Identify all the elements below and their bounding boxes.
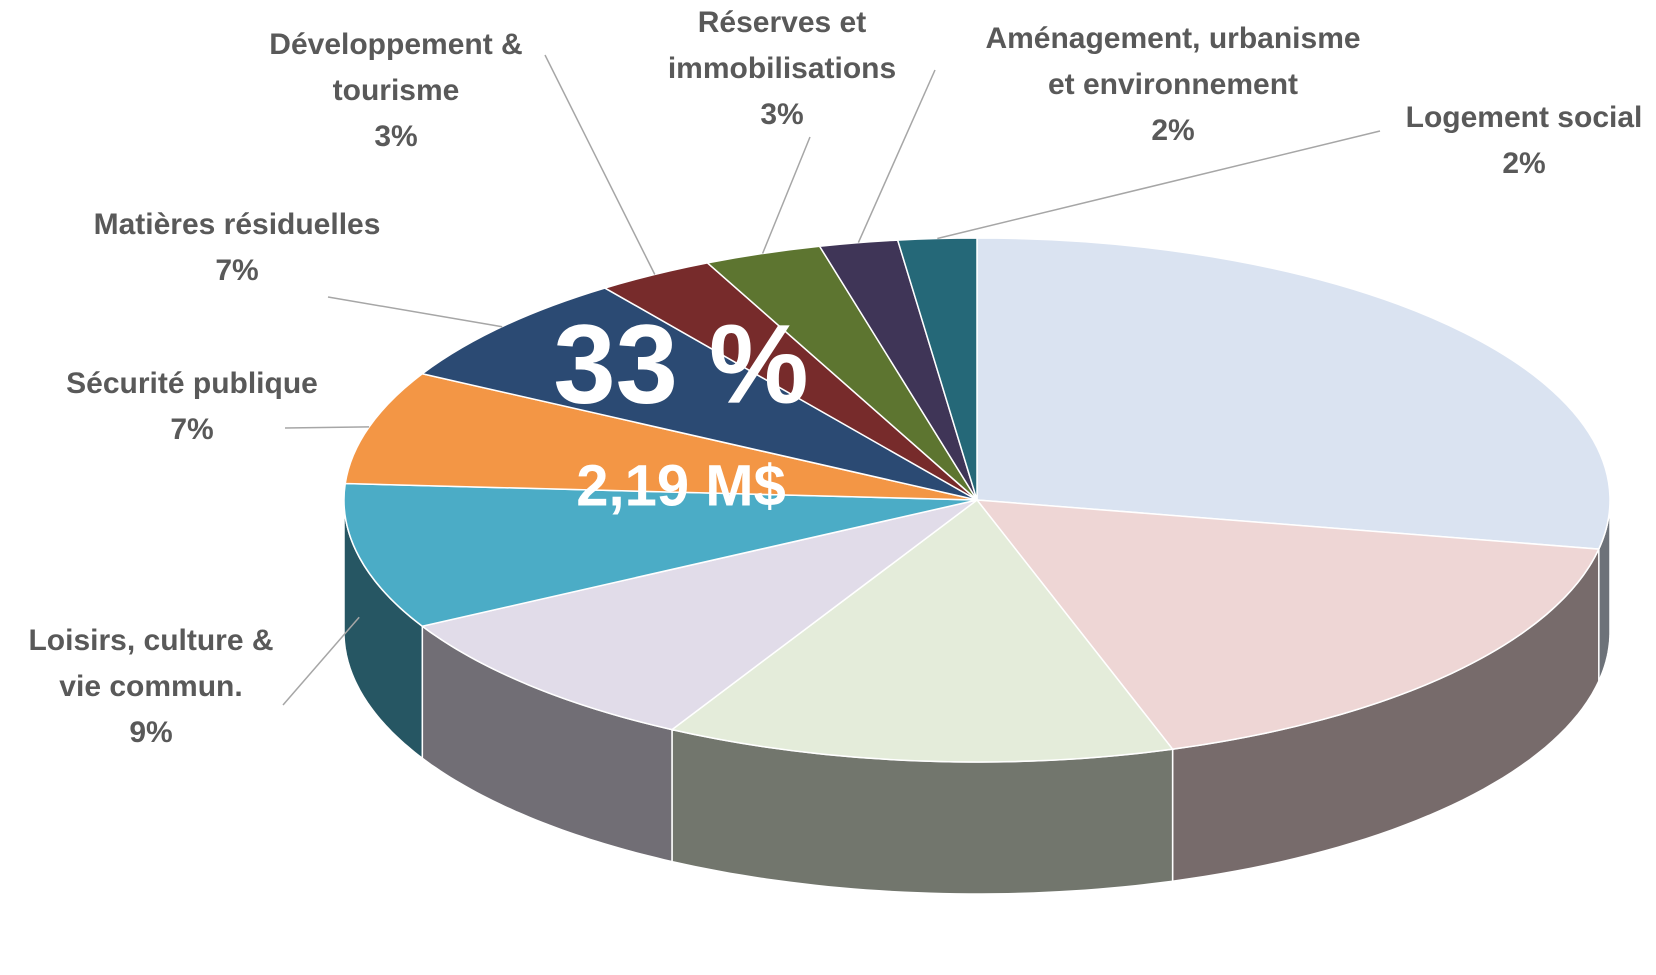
annotation: 33 % xyxy=(553,301,809,427)
value-label: 3% xyxy=(374,120,418,153)
data-label: Logement social 2% xyxy=(1406,95,1643,187)
data-label: Loisirs, culture & vie commun. 9% xyxy=(28,618,273,756)
category-label: Aménagement, urbanisme et environnement xyxy=(985,22,1361,101)
category-label: Loisirs, culture & vie commun. xyxy=(28,624,274,703)
category-label: Réserves et immobilisations xyxy=(667,6,897,85)
leader-line xyxy=(282,616,360,706)
category-label: Sécurité publique xyxy=(66,367,318,400)
value-label: 9% xyxy=(129,716,173,749)
leader-line xyxy=(327,296,503,328)
slice xyxy=(343,482,978,628)
slice xyxy=(344,372,978,501)
value-label: 7% xyxy=(170,413,214,446)
value-label: 2% xyxy=(1151,114,1195,147)
leader-line xyxy=(937,130,1381,240)
slice xyxy=(420,499,978,731)
slice xyxy=(975,499,1600,750)
leader-line xyxy=(857,69,936,243)
data-label: Aménagement, urbanisme et environnement 2… xyxy=(985,16,1360,154)
category-label: Matières résiduelles xyxy=(93,208,381,241)
category-label: Développement & tourisme xyxy=(269,28,523,107)
slice xyxy=(896,237,978,501)
category-label: Logement social xyxy=(1405,101,1643,134)
data-label: Réserves et immobilisations 3% xyxy=(668,0,896,138)
slice xyxy=(976,237,1611,550)
slice xyxy=(670,498,1175,763)
leader-line xyxy=(761,136,811,254)
leader-line xyxy=(544,54,656,275)
data-label: Développement & tourisme 3% xyxy=(269,22,522,160)
data-label: Sécurité publique 7% xyxy=(66,361,318,453)
value-label: 7% xyxy=(215,254,259,287)
value-label: 3% xyxy=(760,98,804,131)
leader-line xyxy=(284,426,370,429)
subannotation: 2,19 M$ xyxy=(576,453,786,519)
data-label: Matières résiduelles 7% xyxy=(94,202,381,294)
value-label: 2% xyxy=(1502,147,1546,180)
